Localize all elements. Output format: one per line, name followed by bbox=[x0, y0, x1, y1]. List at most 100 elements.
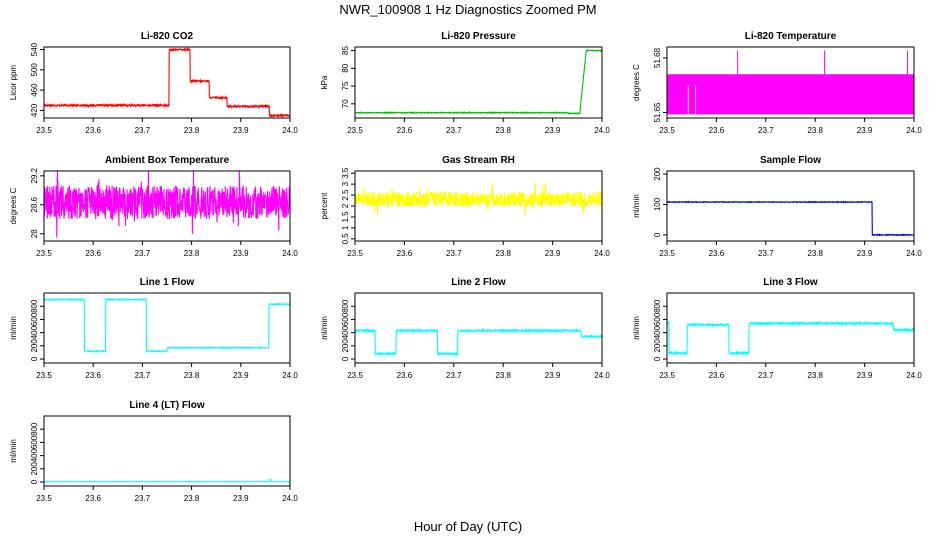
y-axis: 0 100 200 bbox=[653, 167, 667, 237]
y-tick-label: 0 bbox=[30, 356, 39, 361]
x-axis: 23.5 23.6 23.7 23.8 23.9 24.0 bbox=[347, 118, 610, 135]
x-tick-label: 23.5 bbox=[347, 126, 363, 135]
y-axis-label: degrees C bbox=[632, 64, 641, 101]
y-tick-label: 600 bbox=[653, 312, 662, 326]
y-tick-label: 600 bbox=[30, 312, 39, 326]
x-tick-label: 23.5 bbox=[659, 249, 675, 258]
x-axis: 23.5 23.6 23.7 23.8 23.9 24.0 bbox=[36, 241, 298, 258]
x-tick-label: 23.5 bbox=[659, 371, 675, 380]
x-tick-label: 23.9 bbox=[545, 249, 561, 258]
data-series bbox=[44, 478, 291, 483]
y-tick-label: 800 bbox=[30, 422, 39, 436]
y-tick-label: 51.68 bbox=[653, 47, 662, 68]
y-axis-label: kPa bbox=[320, 75, 329, 89]
y-tick-label: 400 bbox=[341, 325, 350, 339]
y-tick-label: 600 bbox=[30, 435, 39, 449]
x-axis: 23.5 23.6 23.7 23.8 23.9 24.0 bbox=[659, 118, 922, 135]
x-tick-label: 23.8 bbox=[184, 371, 200, 380]
chart-licor_temp: 23.5 23.6 23.7 23.8 23.9 24.0 51.65 51.68 degree… bbox=[632, 31, 922, 135]
y-tick-label: 70 bbox=[341, 99, 350, 108]
y-tick-label: 28.6 bbox=[30, 196, 39, 212]
y-axis: 28 28.6 29.2 bbox=[30, 167, 44, 238]
y-tick-label: 540 bbox=[30, 42, 39, 56]
chart-title: Line 1 Flow bbox=[140, 277, 195, 288]
x-axis: 23.5 23.6 23.7 23.8 23.9 24.0 bbox=[347, 363, 610, 380]
plot-frame bbox=[43, 46, 291, 119]
y-tick-label: 2.5 bbox=[341, 189, 350, 201]
x-tick-label: 23.6 bbox=[85, 126, 101, 135]
plot-frame bbox=[666, 170, 915, 242]
x-tick-label: 24.0 bbox=[282, 126, 298, 135]
y-axis-label: Licor ppm bbox=[9, 65, 18, 100]
plot-frame bbox=[354, 292, 603, 364]
y-axis-label: ml/min bbox=[9, 439, 18, 463]
chart-sample_flow: 23.5 23.6 23.7 23.8 23.9 24.0 0 100 200 ml/min Sam… bbox=[632, 155, 922, 258]
x-tick-label: 23.8 bbox=[807, 126, 823, 135]
x-tick-label: 23.8 bbox=[184, 126, 200, 135]
data-series bbox=[666, 320, 915, 356]
x-tick-label: 24.0 bbox=[282, 371, 298, 380]
x-tick-label: 23.6 bbox=[85, 249, 101, 258]
x-tick-label: 24.0 bbox=[594, 371, 610, 380]
figure-title: NWR_100908 1 Hz Diagnostics Zoomed PM bbox=[339, 2, 596, 17]
data-series bbox=[666, 200, 915, 237]
x-tick-label: 23.9 bbox=[233, 249, 249, 258]
x-axis: 23.5 23.6 23.7 23.8 23.9 24.0 bbox=[347, 241, 610, 258]
x-tick-label: 23.9 bbox=[233, 126, 249, 135]
x-tick-label: 23.7 bbox=[446, 126, 462, 135]
chart-title: Line 2 Flow bbox=[451, 277, 506, 288]
x-tick-label: 23.6 bbox=[397, 249, 413, 258]
x-tick-label: 24.0 bbox=[282, 249, 298, 258]
x-tick-label: 23.6 bbox=[709, 249, 725, 258]
y-tick-label: 800 bbox=[30, 299, 39, 313]
plot-frame bbox=[43, 170, 291, 242]
x-tick-label: 23.5 bbox=[347, 249, 363, 258]
data-series bbox=[354, 182, 603, 216]
y-tick-label: 3.5 bbox=[341, 167, 350, 179]
x-tick-label: 23.6 bbox=[709, 126, 725, 135]
y-tick-label: 80 bbox=[341, 63, 350, 72]
y-tick-label: 85 bbox=[341, 46, 350, 55]
y-tick-label: 200 bbox=[653, 167, 662, 181]
y-axis: 420 460 500 540 bbox=[30, 42, 44, 117]
y-tick-label: 420 bbox=[30, 103, 39, 117]
y-tick-label: 400 bbox=[30, 325, 39, 339]
y-tick-label: 100 bbox=[653, 197, 662, 211]
data-series bbox=[354, 327, 603, 357]
y-axis: 70 75 80 85 bbox=[341, 46, 355, 108]
chart-box_temp: 23.5 23.6 23.7 23.8 23.9 24.0 28 28.6 29.2 degree… bbox=[9, 155, 298, 258]
x-axis: 23.5 23.6 23.7 23.8 23.9 24.0 bbox=[659, 241, 922, 258]
x-tick-label: 23.7 bbox=[135, 371, 151, 380]
y-tick-label: 500 bbox=[30, 63, 39, 77]
chart-title: Line 4 (LT) Flow bbox=[129, 400, 205, 411]
y-tick-label: 200 bbox=[30, 462, 39, 476]
x-tick-label: 23.7 bbox=[758, 371, 774, 380]
y-tick-label: 0 bbox=[341, 356, 350, 361]
x-tick-label: 24.0 bbox=[906, 371, 922, 380]
x-tick-label: 23.6 bbox=[709, 371, 725, 380]
plot-frame bbox=[354, 46, 603, 119]
x-tick-label: 23.9 bbox=[545, 371, 561, 380]
x-tick-label: 23.5 bbox=[36, 249, 52, 258]
chart-rh: 23.5 23.6 23.7 23.8 23.9 24.0 0.5 1 1.5 2 2.5 3 3.5 p… bbox=[320, 155, 610, 258]
x-tick-label: 23.6 bbox=[397, 371, 413, 380]
y-tick-label: 200 bbox=[341, 339, 350, 353]
figure-x-axis-label: Hour of Day (UTC) bbox=[414, 519, 522, 534]
x-tick-label: 23.9 bbox=[857, 126, 873, 135]
data-series bbox=[666, 74, 915, 115]
x-tick-label: 23.5 bbox=[347, 371, 363, 380]
y-axis-label: ml/min bbox=[320, 316, 329, 340]
y-tick-label: 75 bbox=[341, 81, 350, 90]
y-axis-label: ml/min bbox=[9, 316, 18, 340]
x-tick-label: 23.7 bbox=[135, 126, 151, 135]
x-axis: 23.5 23.6 23.7 23.8 23.9 24.0 bbox=[36, 363, 298, 380]
x-tick-label: 23.8 bbox=[184, 494, 200, 503]
x-axis: 23.5 23.6 23.7 23.8 23.9 24.0 bbox=[36, 118, 298, 135]
x-tick-label: 23.9 bbox=[233, 371, 249, 380]
data-series bbox=[354, 49, 603, 116]
